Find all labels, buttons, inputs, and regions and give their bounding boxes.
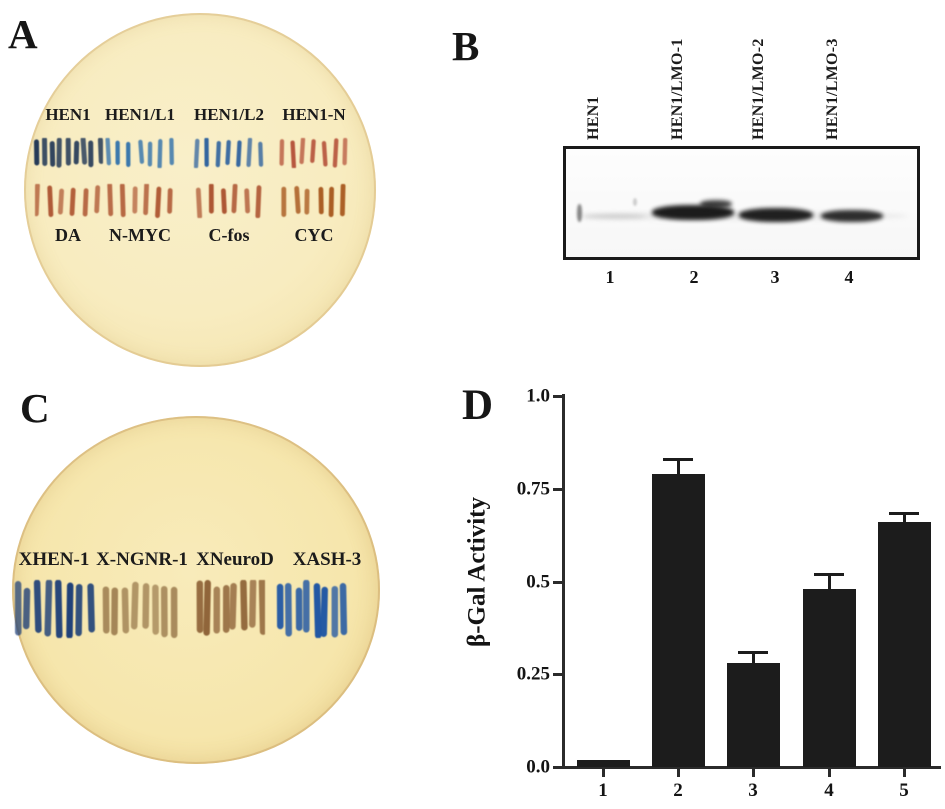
y-axis-tick: [553, 487, 562, 491]
panel-b-letter: B: [452, 23, 480, 69]
blot-band-doublet: [700, 200, 732, 208]
y-axis-tick-label: 0.0: [526, 756, 550, 778]
blot-speck: [633, 198, 637, 206]
colony-streak: [276, 579, 348, 639]
y-axis-line: [562, 394, 565, 769]
error-bar-stem: [751, 651, 755, 671]
panel-a-letter: A: [8, 11, 38, 57]
y-axis-tick: [553, 395, 562, 398]
colony-streak-top: [279, 137, 349, 170]
blot-film: [563, 146, 920, 260]
colony-streak-bottom: [107, 182, 173, 219]
blot-band-faint-smear: [583, 214, 645, 219]
x-axis-tick: [677, 769, 680, 777]
colony-streak-bottom: [195, 183, 262, 219]
blot-band: [652, 205, 734, 220]
chart-bar: [576, 759, 630, 767]
error-bar-cap: [663, 458, 693, 462]
y-axis-title: β-Gal Activity: [463, 497, 491, 647]
blot-lane-label: HEN1/LMO-1: [669, 38, 686, 140]
error-bar-stem: [827, 574, 831, 596]
x-axis-tick-label: 4: [824, 780, 834, 801]
blot-lane-label: HEN1/LMO-3: [824, 38, 841, 140]
x-axis-tick-label: 3: [748, 780, 758, 801]
plate-a-top-label: HEN1-N: [282, 105, 346, 124]
blot-band: [821, 210, 883, 222]
blot-lane-number: 4: [844, 267, 854, 287]
x-axis-line: [562, 766, 941, 769]
plate-a-bottom-label: CYC: [294, 225, 334, 245]
x-axis-tick-label: 2: [673, 780, 683, 801]
y-axis-tick-label: 0.25: [516, 663, 550, 685]
y-axis-tick: [553, 766, 562, 769]
blot-lane-label: HEN1/LMO-2: [750, 38, 767, 140]
blot-band-faint-artifact: [577, 204, 582, 222]
panel-d-letter: D: [462, 382, 494, 429]
error-bar-cap: [889, 511, 919, 515]
colony-streak: [195, 578, 267, 638]
plate-c-label: X-NGNR-1: [96, 549, 188, 570]
blot-lane-number: 1: [605, 267, 615, 287]
colony-streak-top: [193, 137, 264, 169]
y-axis-tick-label: 0.75: [516, 478, 550, 500]
colony-streak-top: [33, 136, 104, 168]
plate-a-bottom-label: DA: [55, 225, 81, 245]
colony-streak-bottom: [33, 182, 101, 218]
plate-c-label: XHEN-1: [18, 549, 90, 570]
y-axis-tick-label: 0.5: [526, 571, 550, 592]
plate-c-label: XASH-3: [292, 549, 362, 570]
chart-bar: [726, 663, 780, 767]
x-axis-tick: [828, 769, 831, 777]
error-bar-stem: [676, 459, 680, 481]
panel-c-letter: C: [20, 385, 50, 431]
plate-a-top-label: HEN1/L2: [194, 105, 264, 124]
colony-streak-top: [105, 137, 175, 169]
error-bar-stem: [902, 512, 906, 530]
chart-bar: [877, 522, 931, 767]
yeast-plate-a: HEN1 DA HEN1/L1 N-MYC HEN1/L2 C-fos HEN1-N CYC: [24, 13, 376, 367]
blot-lane-label: HEN1: [585, 96, 602, 140]
y-axis-tick-label: 1.0: [526, 385, 550, 407]
plate-a-top-label: HEN1/L1: [105, 105, 175, 124]
error-bar-cap: [738, 650, 768, 654]
y-axis-tick: [553, 673, 562, 677]
colony-streak: [101, 580, 179, 639]
y-axis-tick: [553, 580, 562, 584]
x-axis-tick: [602, 769, 605, 777]
colony-streak: [13, 579, 95, 639]
blot-lane-number: 3: [770, 267, 780, 287]
colony-streak-bottom: [281, 183, 347, 218]
plate-c-label: XNeuroD: [196, 549, 274, 570]
x-axis-tick-label: 5: [899, 780, 909, 801]
yeast-plate-c: XHEN-1 X-NGNR-1 XNeuroD XASH-3: [12, 416, 380, 764]
error-bar-cap: [814, 573, 844, 577]
blot-band: [739, 208, 813, 222]
blot-lane-number: 2: [689, 267, 699, 287]
plate-a-bottom-label: C-fos: [208, 225, 250, 245]
chart-bar: [651, 473, 705, 767]
x-axis-tick-label: 1: [598, 780, 608, 801]
plate-a-bottom-label: N-MYC: [109, 225, 171, 245]
plate-a-top-label: HEN1: [45, 105, 91, 124]
x-axis-tick: [903, 769, 906, 777]
chart-bar: [802, 588, 856, 767]
x-axis-tick: [752, 769, 755, 777]
